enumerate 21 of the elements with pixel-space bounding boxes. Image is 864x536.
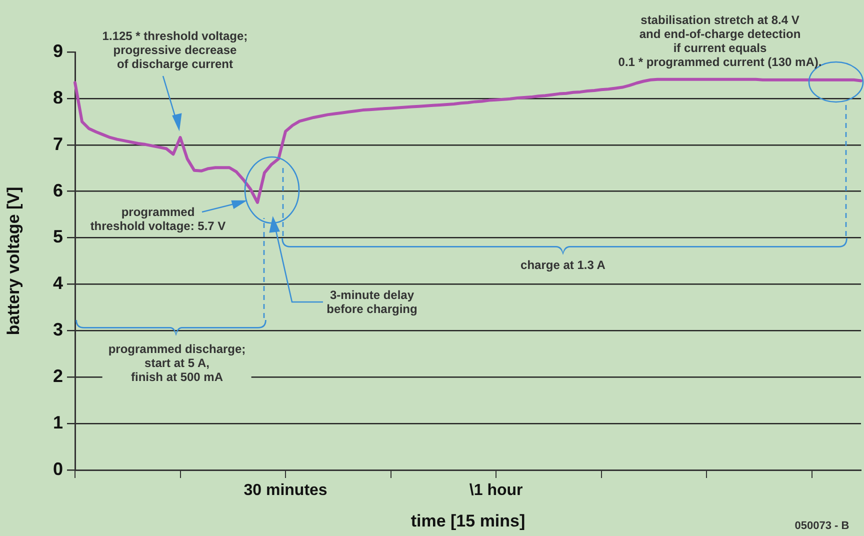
annotation: stabilisation stretch at 8.4 V and end-of-charge detection if current equals 0.1 * programmed current (130 mA). (618, 13, 822, 69)
y-axis-title: battery voltage [V] (4, 186, 23, 336)
x-tick-label: 30 minutes (244, 482, 328, 500)
annotation: charge at 1.3 A (520, 258, 606, 272)
y-tick-label: 7 (52, 134, 63, 154)
y-tick-label: 8 (52, 87, 63, 108)
annotation: programmed discharge; start at 5 A, finish at 500 mA (102, 342, 252, 384)
y-tick-label: 0 (52, 458, 63, 479)
y-tick-label: 6 (52, 180, 63, 200)
x-axis-title: time [15 mins] (410, 511, 526, 530)
y-tick-label: 4 (52, 273, 63, 294)
annotation: 3-minute delay before charging (326, 288, 418, 316)
y-tick-label: 5 (52, 226, 63, 247)
annotation: programmed threshold voltage: 5.7 V (90, 205, 226, 233)
y-tick-label: 1 (52, 412, 63, 433)
y-tick-label: 9 (52, 40, 63, 61)
annotation: 1.125 * threshold voltage; progressive decrease of discharge current (102, 29, 248, 71)
y-tick-label: 3 (52, 320, 63, 340)
x-tick-label: \1 hour (469, 482, 523, 500)
y-tick-label: 2 (52, 366, 63, 386)
text: 050073 - B (794, 519, 850, 533)
